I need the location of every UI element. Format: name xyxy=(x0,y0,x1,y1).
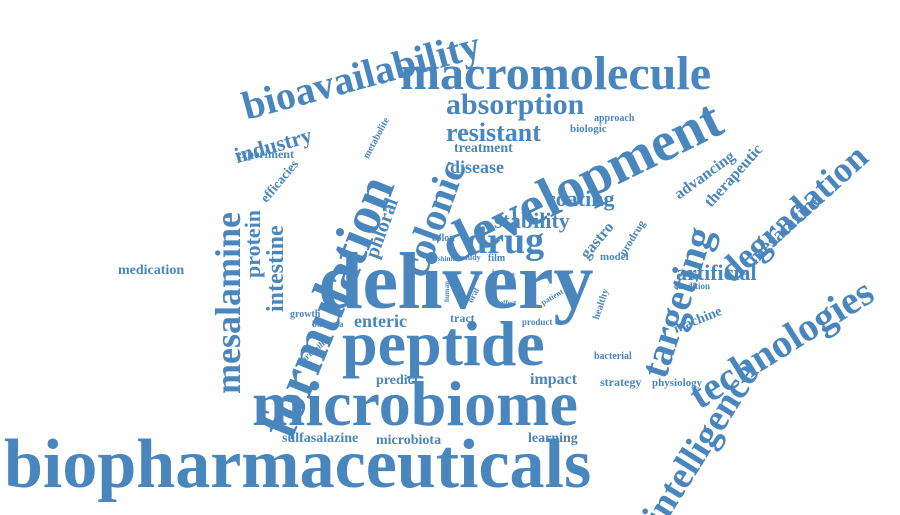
word-effect: effect xyxy=(500,300,516,307)
word-bacteria: bacteria xyxy=(312,320,344,329)
word-enteric: enteric xyxy=(354,312,407,330)
word-efficacies: efficacies xyxy=(258,157,300,204)
word-model: model xyxy=(600,252,629,263)
word-healthy: healthy xyxy=(592,288,611,321)
word-shime: shime xyxy=(438,256,456,263)
word-physiology: physiology xyxy=(652,378,702,389)
word-food: food xyxy=(492,270,503,276)
word-product: product xyxy=(522,318,552,327)
word-protein: protein xyxy=(242,210,264,278)
word-predict: predict xyxy=(376,374,419,388)
word-coating: coating xyxy=(546,188,614,210)
word-sulfasalazine: sulfasalazine xyxy=(282,432,358,446)
word-human: human xyxy=(444,281,451,302)
word-film: film xyxy=(488,254,505,264)
word-disease: disease xyxy=(450,158,504,176)
word-biologic: biologic xyxy=(570,124,607,135)
word-impact: impact xyxy=(530,372,577,388)
word-stability: stability xyxy=(494,210,570,232)
word-microbiota: microbiota xyxy=(376,434,441,448)
word-targeting: targeting xyxy=(634,222,720,382)
word-bacterial: bacterial xyxy=(594,352,632,362)
word-absorption: absorption xyxy=(446,90,584,120)
word-strategy: strategy xyxy=(600,376,641,388)
word-experiment: experiment xyxy=(236,148,294,160)
word-metabolite: metabolite xyxy=(362,116,392,160)
word-intestine: intestine xyxy=(264,225,288,312)
word-approach: approach xyxy=(594,114,634,124)
word-medication: medication xyxy=(118,264,184,278)
word-colon: colon xyxy=(432,234,455,244)
word-learning: learning xyxy=(528,432,578,446)
word-study: study xyxy=(462,254,481,262)
word-tract: tract xyxy=(450,312,475,324)
word-treatment: treatment xyxy=(454,142,513,156)
word-condition: condition xyxy=(674,282,710,291)
